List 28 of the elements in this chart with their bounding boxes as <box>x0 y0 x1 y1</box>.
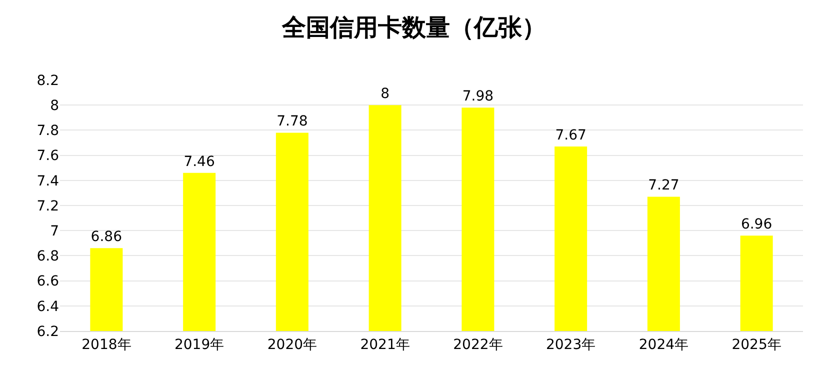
x-tick-label: 2021年 <box>360 336 410 353</box>
y-tick-label: 6.2 <box>36 324 59 340</box>
data-label: 7.78 <box>276 114 308 130</box>
x-tick-label: 2020年 <box>267 336 318 353</box>
x-tick-label: 2019年 <box>174 336 224 353</box>
y-tick-label: 6.8 <box>36 248 59 265</box>
y-tick-label: 8.2 <box>36 72 59 89</box>
data-label: 7.67 <box>555 128 586 144</box>
y-tick-label: 7 <box>50 224 59 240</box>
x-tick-label: 2025年 <box>732 336 782 353</box>
data-label: 8 <box>380 86 390 102</box>
y-tick-label: 6.4 <box>36 298 60 315</box>
y-tick-label: 7.6 <box>36 148 60 164</box>
data-label: 7.46 <box>184 154 215 170</box>
data-label: 6.86 <box>90 229 122 246</box>
x-tick-label: 2022年 <box>453 336 503 353</box>
data-label: 6.96 <box>740 216 772 233</box>
y-tick-label: 7.4 <box>36 173 60 190</box>
y-tick-label: 7.2 <box>36 198 59 214</box>
x-tick-label: 2023年 <box>546 336 596 353</box>
y-tick-label: 6.6 <box>36 274 60 290</box>
x-tick-label: 2018年 <box>82 336 132 353</box>
y-tick-label: 7.8 <box>36 123 59 140</box>
chart-title: 全国信用卡数量（亿张） <box>281 14 546 42</box>
y-tick-label: 8 <box>50 98 59 114</box>
data-label: 7.27 <box>648 178 680 194</box>
data-label: 7.98 <box>462 88 494 105</box>
x-tick-label: 2024年 <box>638 336 689 353</box>
